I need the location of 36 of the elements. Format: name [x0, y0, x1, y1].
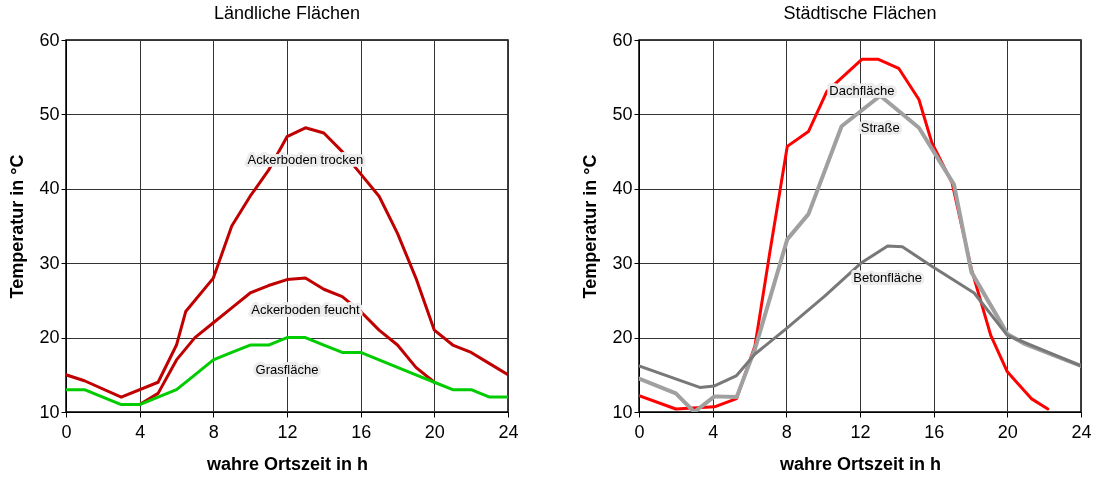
x-tick-label: 16 — [924, 421, 945, 442]
x-tick-label: 24 — [498, 421, 519, 442]
x-tick-label: 4 — [135, 421, 146, 442]
y-tick-label: 40 — [612, 178, 633, 199]
line-series — [66, 126, 508, 399]
line-series — [66, 336, 508, 407]
y-axis-title: Temperatur in °C — [580, 154, 601, 299]
x-axis-title: wahre Ortszeit in h — [778, 453, 942, 474]
y-tick-label: 50 — [39, 103, 60, 124]
line-series — [639, 244, 1081, 389]
y-axis-title: Temperatur in °C — [7, 154, 28, 299]
y-tick-label: 50 — [612, 103, 633, 124]
x-tick-label: 8 — [781, 421, 792, 442]
y-tick-label: 10 — [39, 401, 60, 422]
x-tick-label: 0 — [634, 421, 645, 442]
x-tick-label: 20 — [424, 421, 445, 442]
x-tick-label: 16 — [351, 421, 372, 442]
x-tick-label: 12 — [277, 421, 298, 442]
x-axis-title: wahre Ortszeit in h — [205, 453, 369, 474]
y-tick-label: 30 — [612, 252, 633, 273]
x-tick-label: 0 — [61, 421, 72, 442]
x-tick-label: 24 — [1071, 421, 1092, 442]
y-tick-label: 30 — [39, 252, 60, 273]
x-tick-label: 4 — [708, 421, 719, 442]
y-tick-label: 10 — [612, 401, 633, 422]
x-tick-label: 8 — [208, 421, 219, 442]
series-label: Straße — [860, 119, 900, 135]
x-tick-label: 20 — [997, 421, 1018, 442]
y-tick-label: 20 — [39, 327, 60, 348]
chart-title: Ländliche Flächen — [213, 3, 361, 23]
y-tick-label: 20 — [612, 327, 633, 348]
chart-title: Städtische Flächen — [783, 3, 937, 23]
x-tick-label: 12 — [850, 421, 871, 442]
y-tick-label: 60 — [39, 29, 60, 50]
y-tick-label: 60 — [612, 29, 633, 50]
y-tick-label: 40 — [39, 178, 60, 199]
